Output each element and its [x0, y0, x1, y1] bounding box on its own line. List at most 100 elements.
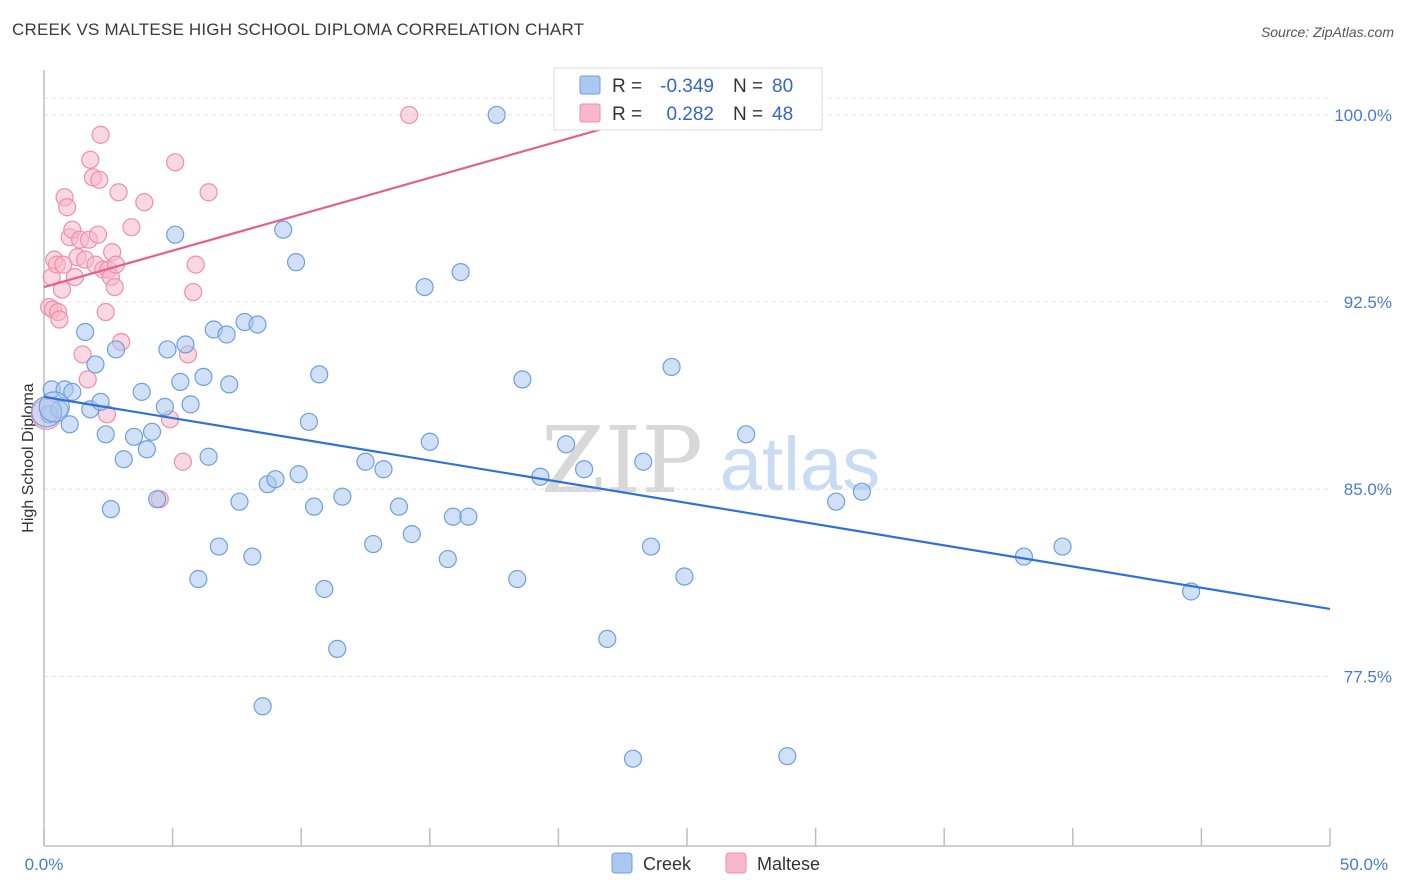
maltese-point[interactable]: [109, 183, 128, 202]
creek-series-swatch[interactable]: [611, 852, 633, 874]
creek-point[interactable]: [402, 525, 421, 544]
creek-point[interactable]: [304, 497, 324, 516]
maltese-n-value: 48: [772, 104, 793, 125]
creek-point[interactable]: [189, 569, 208, 589]
creek-point[interactable]: [443, 507, 463, 526]
creek-point[interactable]: [333, 487, 352, 506]
creek-point[interactable]: [171, 372, 190, 391]
creek-point[interactable]: [132, 382, 151, 401]
creek-point[interactable]: [63, 382, 82, 401]
creek-point[interactable]: [623, 749, 643, 768]
creek-point[interactable]: [310, 365, 329, 384]
y-tick-label: 77.5%: [1344, 667, 1392, 686]
creek-point[interactable]: [176, 335, 195, 354]
creek-point[interactable]: [356, 452, 375, 471]
series-legend: Creek Maltese: [611, 852, 820, 874]
creek-point[interactable]: [209, 537, 228, 556]
creek-point[interactable]: [557, 435, 576, 454]
creek-point[interactable]: [315, 579, 334, 599]
creek-point[interactable]: [778, 747, 797, 766]
creek-point[interactable]: [166, 225, 185, 244]
creek-point[interactable]: [181, 395, 200, 414]
creek-point[interactable]: [199, 447, 218, 466]
creek-point[interactable]: [243, 547, 262, 566]
maltese-point[interactable]: [91, 125, 110, 144]
maltese-n-label: N =: [733, 104, 763, 125]
creek-point[interactable]: [38, 391, 70, 423]
creek-point[interactable]: [220, 375, 239, 394]
creek-point[interactable]: [217, 325, 236, 344]
maltese-point[interactable]: [65, 267, 84, 287]
creek-point[interactable]: [230, 492, 249, 511]
creek-point[interactable]: [299, 412, 319, 431]
creek-point[interactable]: [155, 397, 174, 416]
creek-point[interactable]: [374, 460, 393, 479]
maltese-point[interactable]: [135, 193, 154, 212]
creek-point[interactable]: [286, 253, 306, 272]
maltese-points: [30, 105, 419, 509]
maltese-point[interactable]: [186, 255, 205, 274]
maltese-series-swatch[interactable]: [725, 852, 747, 874]
creek-point[interactable]: [158, 340, 177, 359]
maltese-point[interactable]: [400, 105, 419, 125]
maltese-point[interactable]: [54, 255, 73, 274]
creek-point[interactable]: [86, 355, 105, 374]
creek-point[interactable]: [420, 432, 439, 451]
maltese-point[interactable]: [78, 370, 97, 389]
creek-point[interactable]: [96, 425, 115, 444]
creek-series-label[interactable]: Creek: [643, 854, 692, 874]
creek-point[interactable]: [248, 315, 267, 334]
maltese-point[interactable]: [50, 310, 69, 329]
maltese-point[interactable]: [122, 218, 141, 237]
creek-point[interactable]: [253, 697, 272, 716]
creek-point[interactable]: [737, 425, 756, 444]
creek-point[interactable]: [598, 629, 617, 649]
maltese-point[interactable]: [173, 452, 192, 471]
maltese-point[interactable]: [166, 153, 185, 172]
maltese-point[interactable]: [96, 302, 115, 322]
creek-point[interactable]: [508, 569, 527, 589]
creek-point[interactable]: [194, 367, 213, 387]
creek-point[interactable]: [827, 492, 846, 511]
creek-point[interactable]: [266, 470, 285, 489]
maltese-point[interactable]: [105, 277, 124, 297]
creek-point[interactable]: [137, 440, 156, 459]
creek-legend-swatch: [579, 75, 601, 95]
creek-point[interactable]: [575, 460, 594, 479]
creek-point[interactable]: [675, 567, 694, 586]
creek-point[interactable]: [274, 220, 293, 239]
creek-point[interactable]: [142, 422, 162, 441]
maltese-point[interactable]: [199, 183, 218, 202]
maltese-series-label[interactable]: Maltese: [757, 854, 820, 874]
creek-point[interactable]: [60, 415, 79, 434]
creek-point[interactable]: [662, 357, 681, 377]
creek-point[interactable]: [459, 507, 478, 526]
creek-point[interactable]: [76, 322, 95, 342]
creek-point[interactable]: [438, 549, 457, 569]
maltese-point[interactable]: [88, 225, 108, 244]
creek-point[interactable]: [852, 482, 871, 501]
creek-point[interactable]: [124, 427, 144, 446]
creek-point[interactable]: [641, 537, 661, 556]
maltese-point[interactable]: [81, 150, 100, 169]
creek-point[interactable]: [364, 534, 383, 554]
creek-point[interactable]: [389, 497, 409, 516]
creek-point[interactable]: [451, 263, 470, 282]
maltese-point[interactable]: [90, 170, 109, 189]
creek-point[interactable]: [148, 490, 167, 509]
creek-point[interactable]: [289, 465, 308, 484]
creek-point[interactable]: [328, 639, 347, 658]
creek-point[interactable]: [114, 450, 133, 469]
creek-point[interactable]: [106, 340, 126, 359]
maltese-point[interactable]: [58, 198, 77, 217]
maltese-point[interactable]: [73, 345, 92, 364]
creek-point[interactable]: [1053, 537, 1072, 556]
creek-point[interactable]: [487, 105, 506, 125]
creek-point[interactable]: [513, 370, 532, 389]
creek-point[interactable]: [50, 400, 69, 419]
maltese-point[interactable]: [184, 282, 203, 302]
creek-point[interactable]: [101, 500, 120, 519]
creek-point[interactable]: [415, 277, 434, 297]
creek-point[interactable]: [634, 452, 653, 471]
